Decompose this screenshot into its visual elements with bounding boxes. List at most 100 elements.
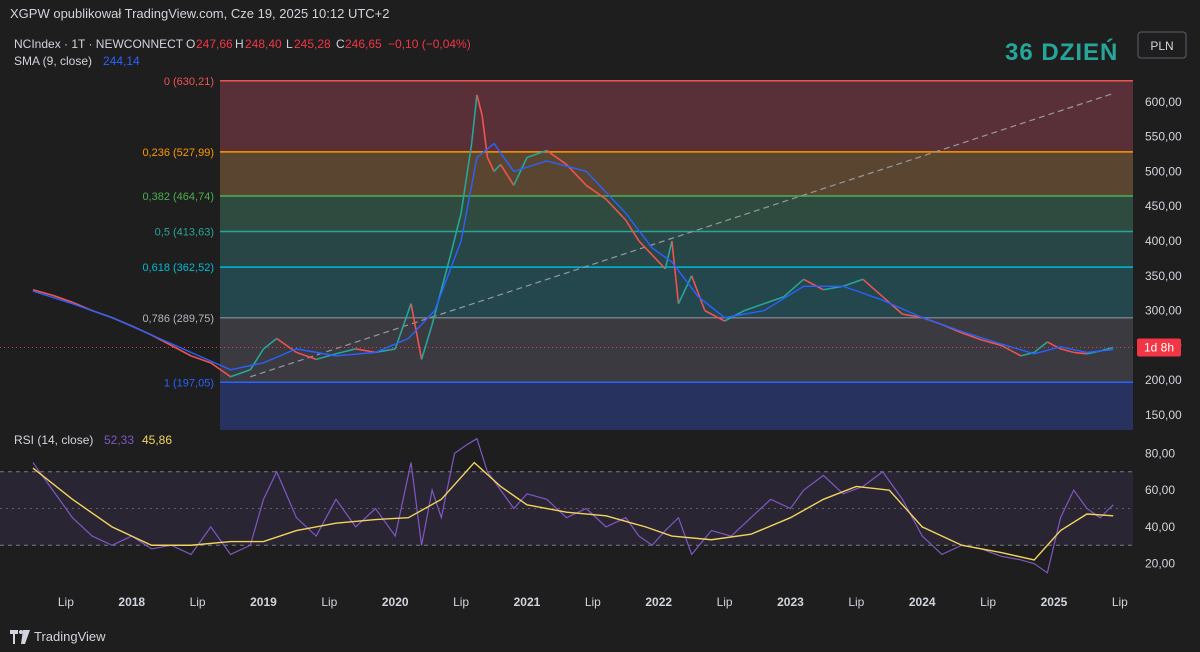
high-label: H xyxy=(235,37,244,51)
open-value: 247,66 xyxy=(196,37,233,51)
price-segment xyxy=(585,184,607,200)
price-segment xyxy=(862,278,884,298)
price-segment xyxy=(190,355,212,364)
price-segment xyxy=(546,149,567,166)
price-tick-label: 200,00 xyxy=(1145,373,1182,387)
price-segment xyxy=(704,309,725,322)
fib-zone xyxy=(220,382,1133,430)
price-segment xyxy=(664,240,673,270)
sma-value: 244,14 xyxy=(103,54,140,68)
price-segment xyxy=(842,278,864,288)
price-segment xyxy=(744,302,765,312)
price-segment xyxy=(526,149,548,159)
rsi-label: RSI (14, close) xyxy=(14,433,93,447)
open-label: O xyxy=(186,37,195,51)
price-segment xyxy=(460,143,473,214)
fib-level-label: 0,618 (362,52) xyxy=(142,262,214,274)
price-segment xyxy=(671,240,680,304)
time-tick-label: Lip xyxy=(190,595,206,609)
ohlc-readout: O 247,66 H 248,40 L 245,28 C 246,65 −0,1… xyxy=(186,37,471,51)
time-tick-label: 2025 xyxy=(1041,595,1068,609)
time-tick-label: 2021 xyxy=(514,595,541,609)
fib-level-label: 0 (630,21) xyxy=(164,76,214,88)
time-tick-label: Lip xyxy=(58,595,74,609)
price-tick-label: 300,00 xyxy=(1145,304,1182,318)
price-tick-label: 600,00 xyxy=(1145,95,1182,109)
price-segment xyxy=(486,157,495,172)
rsi-tick-label: 80,00 xyxy=(1145,446,1175,460)
day-counter-label: 36 DZIEŃ xyxy=(1005,38,1118,66)
fib-zone xyxy=(220,195,1133,232)
price-segment xyxy=(902,313,923,319)
rsi-line xyxy=(32,437,1114,574)
price-segment xyxy=(52,294,73,304)
price-segment xyxy=(493,163,502,172)
price-segment xyxy=(499,164,515,186)
footer: TradingView xyxy=(0,622,1200,652)
countdown-label: 1d 8h xyxy=(1144,341,1174,355)
rsi-ma-value: 45,86 xyxy=(142,433,172,447)
time-tick-label: Lip xyxy=(980,595,996,609)
time-tick-label: Lip xyxy=(1112,595,1128,609)
price-segment xyxy=(262,337,278,350)
price-segment xyxy=(249,348,265,371)
sma-label: SMA (9, close) xyxy=(14,54,92,68)
tradingview-logo-icon xyxy=(10,630,30,644)
time-tick-label: 2024 xyxy=(909,595,936,609)
price-tick-label: 400,00 xyxy=(1145,234,1182,248)
price-segment xyxy=(783,278,805,298)
publisher-text: XGPW opublikował TradingView.com, Cze 19… xyxy=(10,6,390,21)
price-tick-label: 350,00 xyxy=(1145,269,1182,283)
time-axis: Lip 2018 Lip 2019 Lip 2020 Lip 2021 Lip 2022 Lip 20… xyxy=(58,595,1128,609)
time-tick-label: 2018 xyxy=(118,595,145,609)
footer-brand: TradingView xyxy=(34,629,106,644)
price-segment xyxy=(420,324,433,360)
price-segment xyxy=(605,198,627,221)
fib-zone xyxy=(220,231,1133,268)
price-segment xyxy=(651,254,666,270)
price-segment xyxy=(981,339,1002,347)
fib-level-label: 0,5 (413,63) xyxy=(155,227,214,239)
rsi-ma-line xyxy=(32,461,1114,561)
rsi-pane[interactable]: 80,00 60,00 40,00 20,00 xyxy=(0,437,1175,574)
fib-zone xyxy=(220,151,1133,196)
price-segment xyxy=(961,332,982,341)
price-segment xyxy=(210,362,232,378)
price-tick-label: 550,00 xyxy=(1145,130,1182,144)
rsi-tick-label: 40,00 xyxy=(1145,520,1175,534)
time-tick-label: 2020 xyxy=(382,595,409,609)
price-segment xyxy=(1060,348,1074,354)
chart-area[interactable]: 0 (630,21) 0,236 (527,99) 0,382 (464,74) 0,… xyxy=(0,30,1200,622)
currency-label: PLN xyxy=(1150,39,1173,53)
price-tick-label: 150,00 xyxy=(1145,408,1182,422)
time-tick-label: Lip xyxy=(717,595,733,609)
price-segment xyxy=(763,295,785,305)
price-segment xyxy=(170,344,192,357)
currency-button[interactable]: PLN xyxy=(1137,31,1187,59)
price-segment xyxy=(296,351,317,361)
price-segment xyxy=(690,275,706,311)
rsi-band-fill xyxy=(0,471,1133,546)
price-segment xyxy=(230,369,251,378)
price-segment xyxy=(803,278,824,291)
low-value: 245,28 xyxy=(294,37,331,51)
low-label: L xyxy=(286,37,293,51)
price-pane[interactable]: 0 (630,21) 0,236 (527,99) 0,382 (464,74) 0,… xyxy=(0,76,1182,430)
high-value: 248,40 xyxy=(245,37,282,51)
sma-line xyxy=(32,142,1114,371)
price-segment xyxy=(394,303,412,350)
trend-line xyxy=(250,92,1114,378)
price-segment xyxy=(375,348,396,354)
price-segment xyxy=(638,240,653,256)
symbol-label: NCIndex · 1T · NEWCONNECT xyxy=(14,37,184,51)
fib-level-label: 0,786 (289,75) xyxy=(142,313,214,325)
time-tick-label: Lip xyxy=(321,595,337,609)
rsi-value: 52,33 xyxy=(104,433,134,447)
price-segment xyxy=(1073,351,1087,355)
fib-level-label: 1 (197,05) xyxy=(164,377,214,389)
price-segment xyxy=(410,303,423,360)
price-segment xyxy=(470,94,478,144)
price-segment xyxy=(625,219,640,242)
fib-level-label: 0,382 (464,74) xyxy=(142,191,214,203)
close-label: C xyxy=(336,37,345,51)
